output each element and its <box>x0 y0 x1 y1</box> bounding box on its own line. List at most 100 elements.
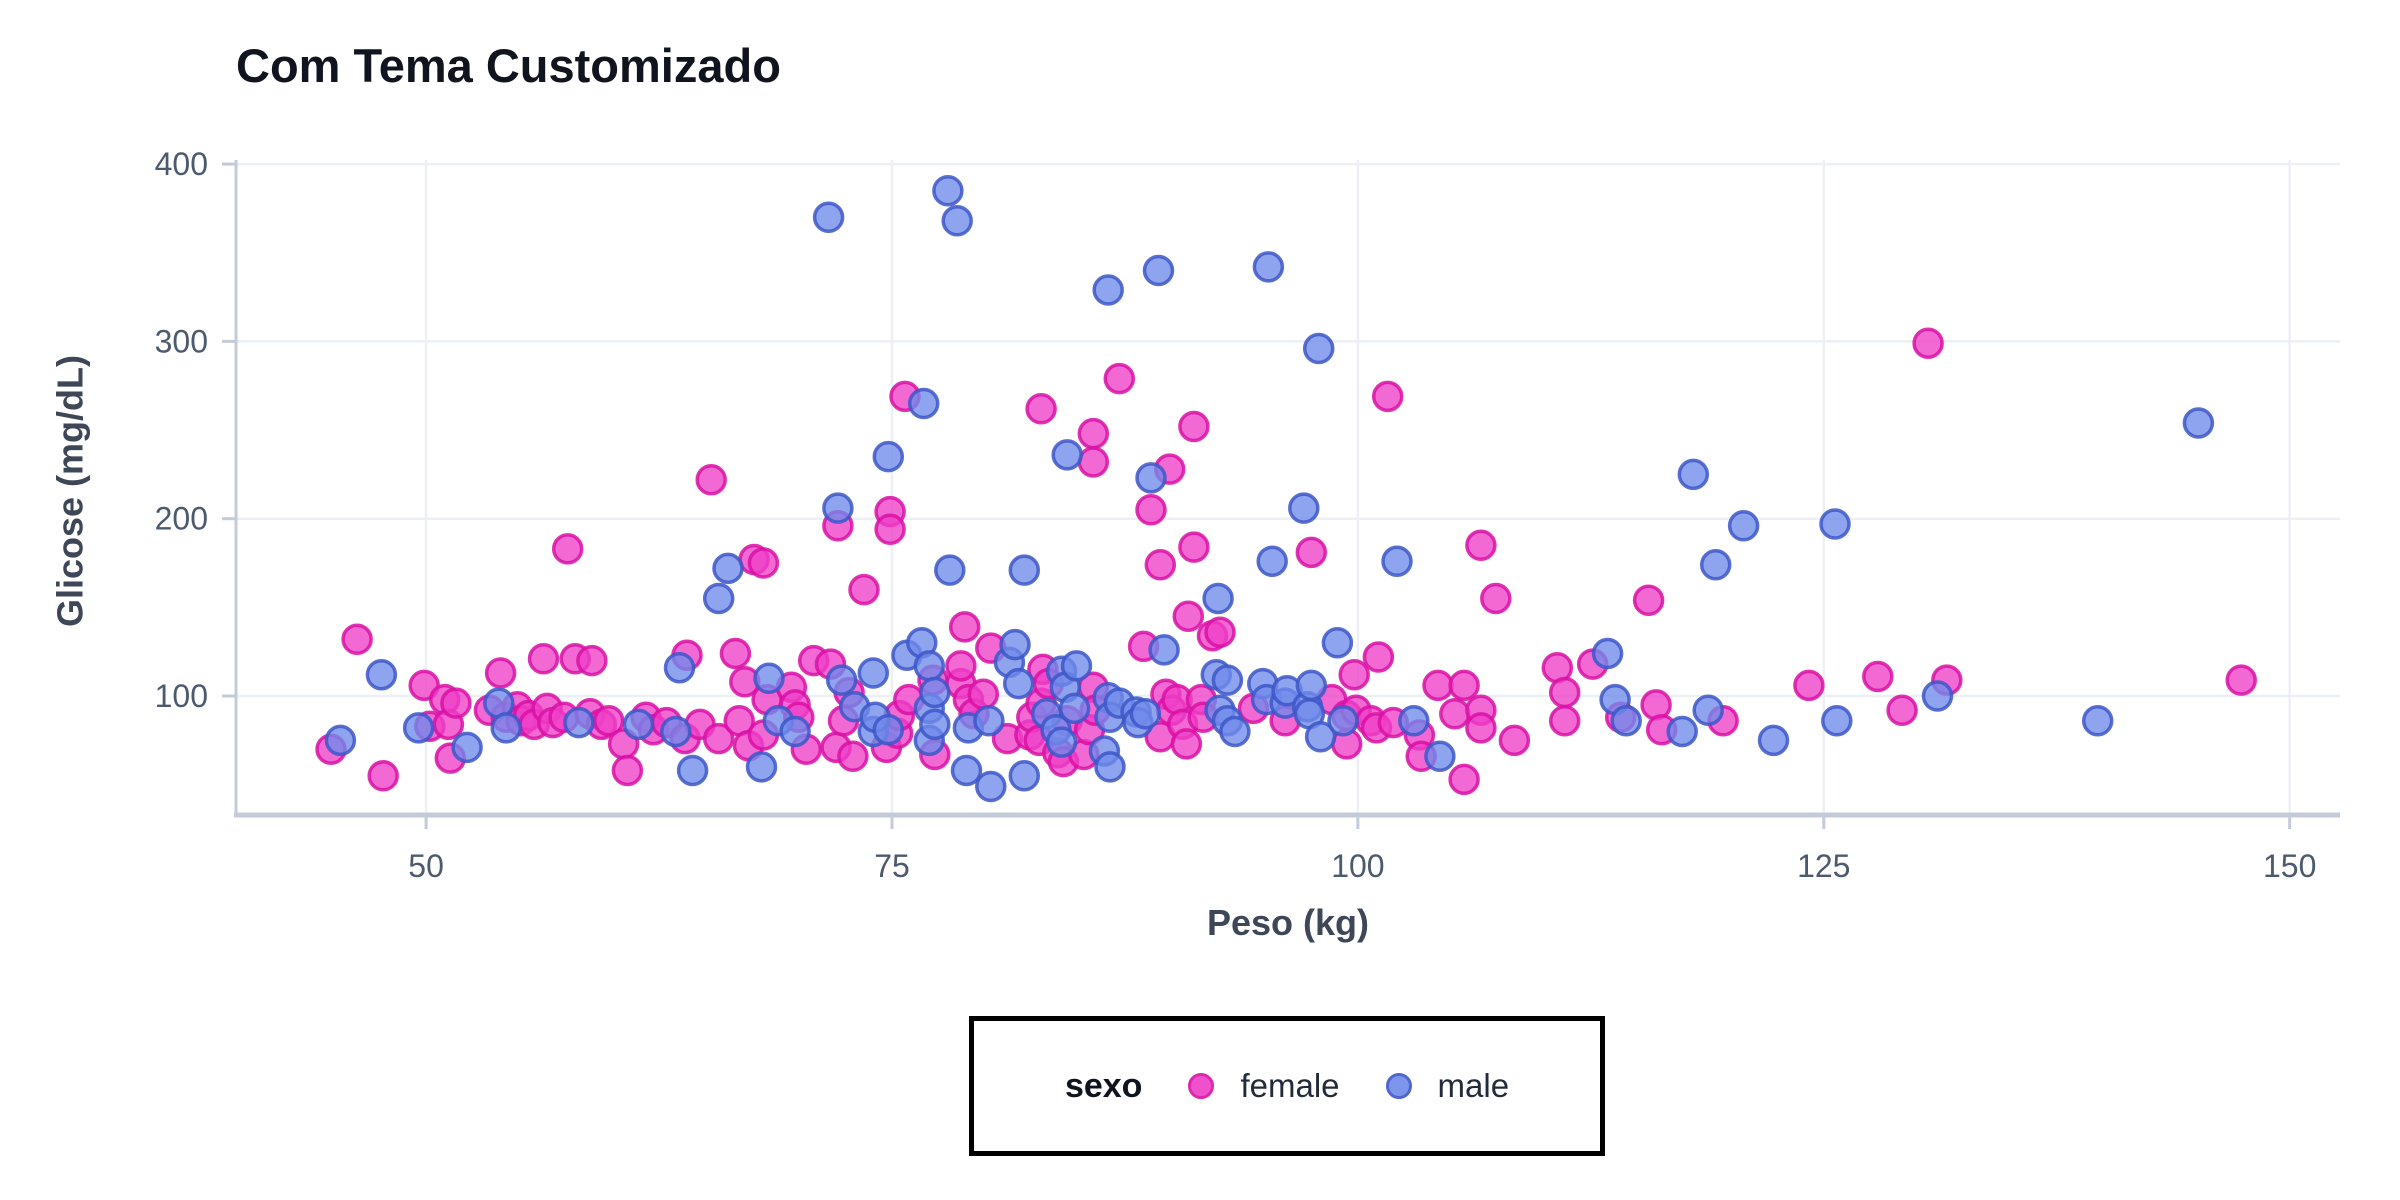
data-point-female <box>1465 529 1497 562</box>
data-point-female <box>1548 676 1581 709</box>
data-point-female <box>576 644 608 677</box>
data-point-male <box>2182 407 2215 439</box>
data-point-male <box>1252 251 1285 283</box>
data-point-male <box>1304 721 1337 753</box>
data-point-male <box>1008 760 1041 792</box>
data-point-female <box>1498 724 1531 757</box>
data-point-male <box>1008 554 1041 586</box>
data-point-female <box>1912 327 1944 359</box>
data-point-female <box>367 760 399 792</box>
data-point-male <box>932 174 964 207</box>
legend-label-female: female <box>1240 1067 1340 1104</box>
data-point-female <box>1439 698 1471 730</box>
data-point-male <box>1092 274 1124 306</box>
data-point-female <box>527 643 560 675</box>
data-point-male <box>825 664 858 696</box>
data-point-female <box>1295 536 1328 569</box>
data-point-female <box>2225 664 2257 696</box>
y-tick-label: 100 <box>155 678 208 714</box>
data-point-male <box>779 715 811 748</box>
data-point-male <box>712 552 744 585</box>
data-point-female <box>945 650 977 682</box>
data-point-female <box>837 740 869 773</box>
data-point-male <box>934 554 966 586</box>
data-point-male <box>1610 705 1642 737</box>
data-point-male <box>950 754 983 787</box>
data-point-female <box>1793 669 1825 702</box>
data-point-male <box>1135 462 1167 494</box>
data-point-male <box>324 724 357 757</box>
data-point-female <box>1077 417 1110 450</box>
data-point-male <box>872 440 905 473</box>
data-point-female <box>719 637 752 670</box>
data-point-female <box>747 547 780 579</box>
legend-title: sexo <box>1064 1066 1143 1105</box>
data-point-female <box>848 573 880 606</box>
data-point-male <box>663 651 696 684</box>
legend-item-male: male <box>1385 1067 1509 1105</box>
data-point-male <box>1051 439 1083 471</box>
data-point-male <box>1002 667 1035 700</box>
data-point-female <box>1172 600 1205 632</box>
y-tick-label: 300 <box>155 323 208 359</box>
data-point-male <box>1921 680 1954 712</box>
data-point-male <box>975 770 1007 803</box>
male-point-icon <box>1385 1073 1412 1099</box>
data-point-female <box>1338 658 1370 691</box>
data-point-male <box>913 650 946 682</box>
data-point-male <box>676 754 709 787</box>
data-point-male <box>1381 545 1413 578</box>
data-point-female <box>695 463 727 496</box>
data-point-male <box>451 731 483 764</box>
data-point-female <box>1135 494 1167 526</box>
data-point-male <box>753 662 785 695</box>
data-point-female <box>1448 669 1480 702</box>
data-point-male <box>1692 694 1724 726</box>
data-point-female <box>1422 669 1454 702</box>
data-point-male <box>973 705 1005 737</box>
data-point-female <box>551 533 584 565</box>
data-point-male <box>490 712 522 744</box>
data-point-male <box>1666 715 1698 748</box>
data-point-female <box>1170 728 1203 760</box>
data-point-female <box>592 705 625 737</box>
data-point-male <box>1757 724 1790 757</box>
data-point-female <box>484 657 517 689</box>
data-point-male <box>660 715 692 748</box>
data-point-male <box>907 387 940 420</box>
x-tick-label: 100 <box>1331 848 1384 884</box>
legend: sexo female male <box>969 1016 1605 1156</box>
x-tick-label: 75 <box>874 848 910 884</box>
data-point-male <box>1398 705 1430 737</box>
data-point-male <box>1321 627 1354 659</box>
data-point-male <box>1424 740 1456 773</box>
data-point-female <box>1480 582 1512 615</box>
data-point-male <box>1045 726 1078 758</box>
data-point-male <box>1699 549 1732 581</box>
data-point-male <box>919 708 951 741</box>
data-point-male <box>1256 545 1288 578</box>
data-point-male <box>1202 582 1234 615</box>
data-point-male <box>1302 332 1335 365</box>
data-point-male <box>1677 458 1710 491</box>
data-point-male <box>622 708 655 741</box>
data-point-female <box>341 623 373 656</box>
y-axis-title: Glicose (mg/dL) <box>49 354 91 628</box>
female-point-icon <box>1188 1073 1215 1099</box>
data-point-female <box>1465 712 1497 744</box>
legend-item-female: female <box>1188 1067 1340 1105</box>
x-tick-label: 50 <box>408 848 444 884</box>
data-point-male <box>1058 692 1091 725</box>
data-point-male <box>402 712 435 744</box>
data-point-female <box>874 513 906 546</box>
chart-title: Com Tema Customizado <box>236 39 781 92</box>
data-point-female <box>440 687 472 719</box>
data-point-male <box>919 676 951 709</box>
data-point-female <box>1448 763 1480 796</box>
data-point-male <box>857 657 890 689</box>
data-point-male <box>1591 637 1624 670</box>
data-point-female <box>1077 446 1110 478</box>
data-point-female <box>1178 410 1210 443</box>
